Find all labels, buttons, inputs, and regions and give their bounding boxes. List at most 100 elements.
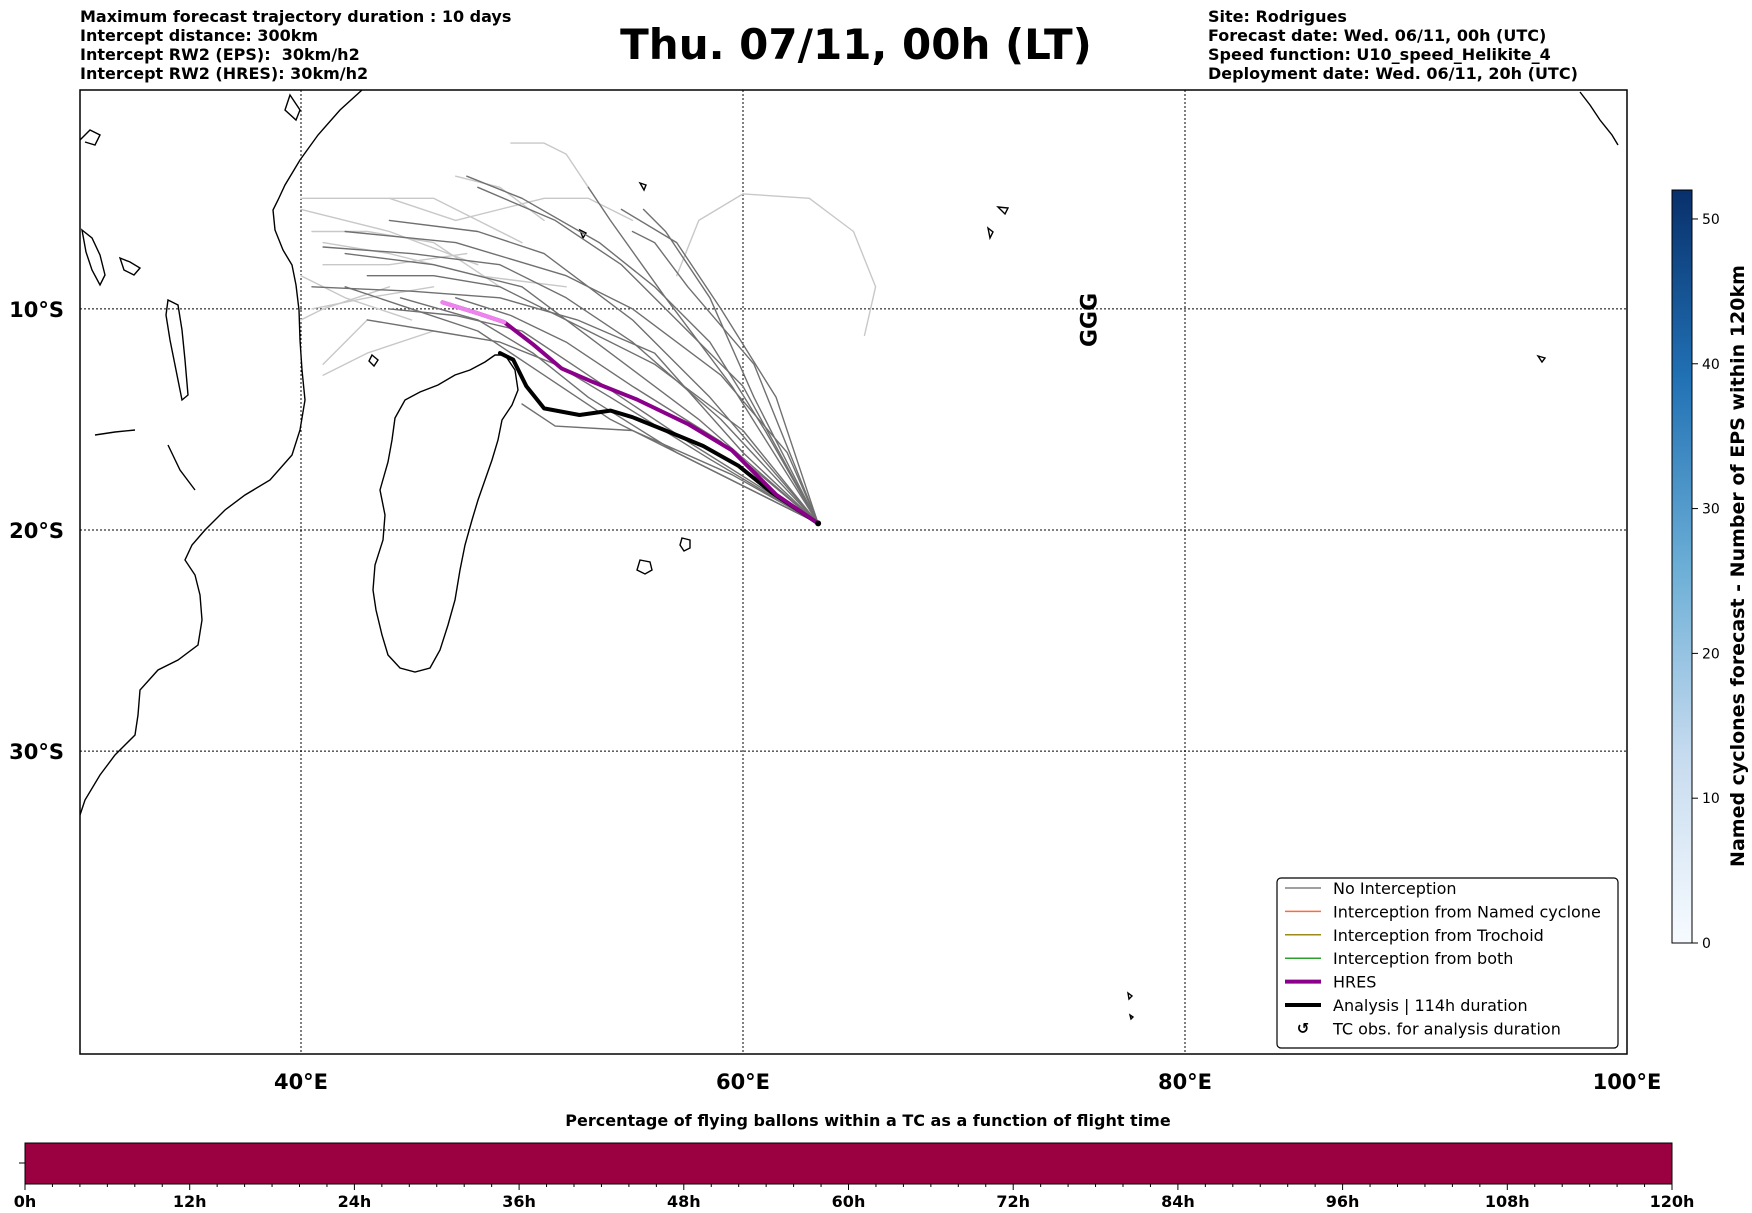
- eps-trajectory: [477, 186, 819, 525]
- eps-trajectory-early: [676, 193, 877, 337]
- flight-time-bar: Percentage of flying ballons within a TC…: [14, 1111, 1695, 1211]
- eps-trajectory: [366, 275, 819, 525]
- eps-trajectory-early: [300, 275, 413, 321]
- lon-tick-label: 60°E: [716, 1070, 770, 1094]
- flight-time-tick-label: 120h: [1650, 1192, 1695, 1211]
- legend-label: TC obs. for analysis duration: [1332, 1019, 1561, 1038]
- eps-trajectory: [399, 297, 819, 525]
- eps-trajectory-early: [300, 208, 479, 266]
- colorbar-ramp: [1671, 189, 1693, 944]
- eps-trajectory-early: [311, 286, 435, 310]
- legend-symbol-icon: ↺: [1297, 1019, 1310, 1037]
- flight-time-tick-label: 96h: [1326, 1192, 1360, 1211]
- lat-tick-label: 20°S: [9, 519, 64, 543]
- header-right-line: Speed function: U10_speed_Helikite_4: [1208, 45, 1551, 64]
- legend-label: Analysis | 114h duration: [1333, 996, 1528, 1015]
- legend-label: No Interception: [1333, 879, 1457, 898]
- legend-label: HRES: [1333, 973, 1376, 992]
- coastline-islet: [1579, 91, 1619, 146]
- header-left-line: Intercept RW2 (EPS): 30km/h2: [80, 45, 360, 64]
- colorbar-tick-label: 10: [1702, 791, 1720, 807]
- colorbar-tick-label: 30: [1702, 502, 1720, 518]
- flight-time-tick-label: 84h: [1161, 1192, 1195, 1211]
- coastline-islet: [578, 228, 587, 240]
- eps-trajectory-early: [322, 319, 368, 365]
- legend-label: Interception from both: [1333, 949, 1513, 968]
- header-right-line: Deployment date: Wed. 06/11, 20h (UTC): [1208, 64, 1578, 83]
- header-right-line: Site: Rodrigues: [1208, 7, 1347, 26]
- coastline-islet: [996, 206, 1010, 216]
- lon-tick-label: 40°E: [274, 1070, 328, 1094]
- colorbar-tick-label: 40: [1702, 357, 1720, 373]
- header-right-line: Forecast date: Wed. 06/11, 00h (UTC): [1208, 26, 1547, 45]
- colorbar-tick-label: 50: [1702, 212, 1720, 228]
- axis-tick-labels: 40°E 60°E 80°E 100°E 10°S 20°S 30°S: [9, 298, 1661, 1094]
- legend-label: Interception from Trochoid: [1333, 926, 1544, 945]
- legend-label: Interception from Named cyclone: [1333, 902, 1601, 921]
- legend: No Interception Interception from Named c…: [1276, 877, 1619, 1049]
- coastline-islet: [1127, 991, 1134, 1001]
- coastline-islet: [1536, 354, 1547, 364]
- eps-trajectory: [311, 286, 819, 525]
- coastline-reunion: [636, 559, 653, 575]
- map-frame: [79, 89, 1628, 1055]
- eps-trajectory: [587, 186, 819, 525]
- coastline-lake-small: [118, 256, 142, 276]
- main-title: Thu. 07/11, 00h (LT): [620, 20, 1092, 69]
- lon-tick-label: 100°E: [1593, 1070, 1662, 1094]
- flight-time-bar-fill: [24, 1142, 1673, 1185]
- legend-box: [1276, 877, 1619, 1049]
- eps-trajectory: [322, 246, 819, 525]
- analysis-trajectory: [497, 351, 821, 526]
- coastlines: [80, 90, 1619, 1021]
- header-left-info: Maximum forecast trajectory duration : 1…: [80, 7, 511, 83]
- flight-time-tick-label: 48h: [667, 1192, 701, 1211]
- graticule: [80, 90, 1627, 1054]
- coastline-islet: [986, 226, 994, 241]
- coastline-africa: [80, 90, 363, 816]
- colorbar: 0 10 20 30 40 50 Named cyclones forecast - Nu…: [1671, 189, 1749, 952]
- flight-time-tick-label: 108h: [1485, 1192, 1530, 1211]
- eps-trajectory-early: [388, 197, 634, 222]
- flight-time-tick-label: 72h: [996, 1192, 1030, 1211]
- lon-tick-label: 80°E: [1158, 1070, 1212, 1094]
- coastline-islet: [284, 93, 301, 122]
- eps-trajectory-early: [322, 330, 435, 376]
- flight-time-tick-label: 0h: [14, 1192, 37, 1211]
- eps-trajectory-early: [510, 142, 589, 189]
- header-left-line: Intercept distance: 300km: [80, 26, 319, 45]
- lat-tick-label: 30°S: [9, 740, 64, 764]
- colorbar-tick-label: 0: [1702, 936, 1711, 952]
- eps-trajectory: [388, 308, 819, 525]
- map-area: GGG 40°E 60°E 80°E 100°E 10°S 20°S 30°S No Int…: [9, 89, 1661, 1094]
- eps-trajectory: [466, 175, 819, 525]
- coastline-tanganyika: [80, 228, 106, 287]
- tc-observations: GGG: [1078, 293, 1103, 347]
- eps-trajectory: [631, 230, 819, 525]
- trajectories: [300, 142, 877, 527]
- lat-tick-label: 10°S: [9, 298, 64, 322]
- coastline-madagascar: [372, 354, 519, 673]
- header-right-info: Site: Rodrigues Forecast date: Wed. 06/1…: [1208, 7, 1578, 83]
- colorbar-tick-label: 20: [1702, 646, 1720, 662]
- eps-trajectory: [620, 208, 819, 525]
- flight-time-tick-label: 12h: [173, 1192, 207, 1211]
- tc-observation-symbols: GGG: [1078, 293, 1103, 347]
- flight-time-tick-label: 24h: [338, 1192, 372, 1211]
- coastline-mauritius: [679, 537, 691, 552]
- flight-time-bar-title: Percentage of flying ballons within a TC…: [565, 1111, 1171, 1130]
- flight-time-tick-label: 60h: [832, 1192, 866, 1211]
- coastline-comoros: [368, 353, 379, 368]
- coastline-zambezi: [94, 429, 196, 491]
- colorbar-label: Named cyclones forecast - Number of EPS …: [1727, 265, 1749, 867]
- coastline-islet: [1128, 1013, 1135, 1021]
- coastline-horn: [80, 129, 101, 146]
- header-left-line: Intercept RW2 (HRES): 30km/h2: [80, 64, 369, 83]
- coastline-islet: [638, 181, 647, 192]
- coastline-malawi-lake: [165, 298, 189, 402]
- flight-time-tick-label: 36h: [502, 1192, 536, 1211]
- eps-trajectory: [344, 230, 819, 525]
- header-left-line: Maximum forecast trajectory duration : 1…: [80, 7, 512, 26]
- deployment-site-marker: [815, 520, 822, 527]
